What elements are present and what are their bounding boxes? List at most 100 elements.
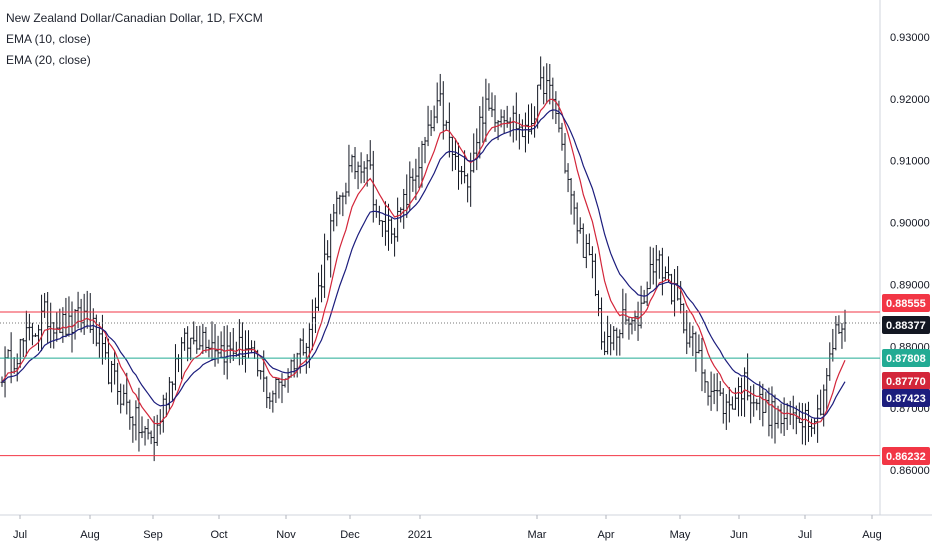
ohlc-bar [563,132,567,174]
ohlc-bar [843,309,847,342]
ohlc-bar [368,140,372,170]
ohlc-bar [310,299,314,351]
ohlc-bar [825,368,829,412]
ohlc-bar [280,373,284,404]
x-tick-label: Aug [862,529,882,541]
ohlc-bar [733,387,737,410]
ohlc-bar [210,321,214,361]
ohlc-bar [219,331,223,359]
ohlc-bar [663,266,667,281]
ohlc-bar [703,369,707,393]
ohlc-bar [581,223,585,258]
ohlc-bar [3,346,7,398]
ohlc-bar [517,113,521,150]
ohlc-bar [438,73,442,106]
ohlc-bar [247,330,251,359]
ohlc-bar [161,394,165,433]
ohlc-bar [554,91,558,124]
ohlc-bar [685,310,689,355]
ohlc-bar [621,288,625,339]
ohlc-bar [730,396,734,410]
level-tag-0.86232[interactable]: 0.86232 [882,447,930,465]
symbol-title[interactable]: New Zealand Dollar/Canadian Dollar, 1D, … [6,11,263,25]
ohlc-bar [642,289,646,304]
ohlc-bar [670,273,674,305]
ohlc-bar [140,416,144,439]
ohlc-bar [82,293,86,335]
ohlc-bar [749,385,753,424]
ema20-legend[interactable]: EMA (20, close) [6,53,91,67]
ohlc-bar [600,297,604,350]
ohlc-bar [712,373,716,405]
ohlc-bar [371,150,375,223]
ohlc-bar [523,112,527,153]
ohlc-bar [755,398,759,411]
ohlc-bar [481,96,485,143]
ohlc-bar [143,426,147,446]
ohlc-bar [359,152,363,184]
ohlc-bar [274,377,278,403]
ohlc-bar [116,362,120,405]
ohlc-bar [353,147,357,180]
ema10-value-tag[interactable]: 0.87770 [882,372,930,390]
x-tick-label: Oct [210,529,227,541]
ohlc-bar [225,325,229,380]
ohlc-bar [767,387,771,437]
ohlc-bar [810,418,814,437]
ohlc-bar [682,303,686,334]
ohlc-bar [548,63,552,105]
x-tick-label: Jul [13,529,27,541]
ohlc-bar [615,327,619,356]
ohlc-bar [33,333,37,337]
ohlc-bar [840,323,844,349]
ohlc-bar [213,324,217,367]
ohlc-bar [55,312,59,342]
ohlc-bar [46,292,50,344]
ohlc-bar [411,168,415,192]
ohlc-bar [450,136,454,172]
ohlc-bar [715,373,719,412]
ohlc-bar [691,325,695,357]
ohlc-bar [134,400,138,441]
ohlc-bar [259,370,263,380]
ohlc-bar [797,402,801,424]
level-tag-0.87808[interactable]: 0.87808 [882,349,930,367]
ohlc-bar [819,389,823,416]
ohlc-bar [40,294,44,352]
ohlc-bar [475,128,479,171]
ohlc-bar [493,95,497,132]
ohlc-bar [268,392,272,410]
ohlc-bar [514,92,518,141]
ohlc-bar [657,250,661,279]
ohlc-bar [125,372,129,415]
ohlc-bar [727,387,731,423]
ohlc-bar [271,390,275,413]
ohlc-bar [335,191,339,227]
ohlc-bar [329,213,333,278]
ohlc-bar [694,331,698,372]
last-price-tag[interactable]: 0.88377 [882,316,930,334]
ohlc-bar [508,117,512,137]
x-tick-label: Apr [597,529,614,541]
ohlc-bar [79,298,83,333]
level-tag-0.88555[interactable]: 0.88555 [882,294,930,312]
ohlc-bar [265,376,269,409]
ohlc-bar [660,247,664,296]
ohlc-bar [110,360,114,393]
ohlc-bar [584,234,588,269]
ohlc-bar [277,377,281,399]
ohlc-bar [618,329,622,356]
ema20-value-tag[interactable]: 0.87423 [882,389,930,407]
ohlc-bar [122,384,126,406]
ohlc-bar [472,133,476,173]
ohlc-bar [688,322,692,348]
ohlc-bar [317,272,321,311]
ohlc-bar [785,402,789,431]
ema10-legend[interactable]: EMA (10, close) [6,32,91,46]
ohlc-bar [107,338,111,385]
ohlc-bar [201,323,205,354]
ohlc-bar [639,285,643,329]
ohlc-bar [511,105,515,143]
ohlc-bar [426,105,430,147]
